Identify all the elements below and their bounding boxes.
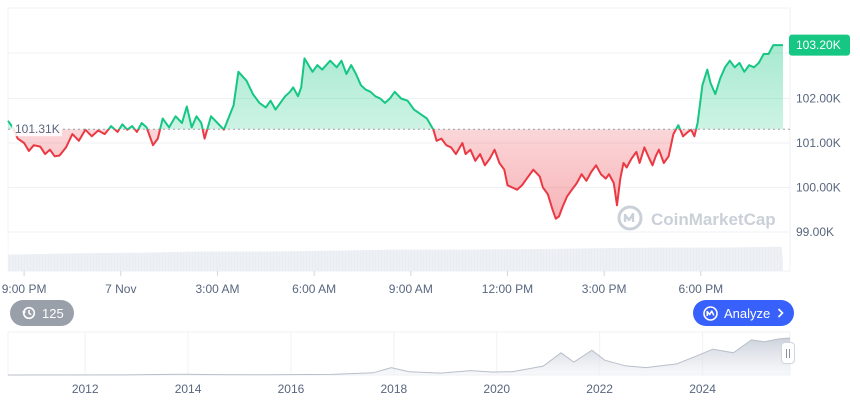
overview-year-label: 2012 [72, 382, 99, 396]
x-tick-label: 6:00 PM [678, 282, 723, 296]
y-tick-label: 102.00K [796, 92, 841, 106]
analyze-logo-icon [703, 305, 718, 321]
analyze-label: Analyze [724, 305, 771, 321]
current-price-tag: 103.20K [789, 34, 850, 56]
y-tick-label: 99.00K [796, 225, 834, 239]
alerts-count: 125 [42, 305, 64, 321]
overview-year-label: 2022 [586, 382, 613, 396]
chevron-right-icon [777, 308, 784, 318]
volume-bars [8, 246, 783, 271]
x-tick-label: 3:00 AM [195, 282, 239, 296]
volume-area [7, 233, 783, 271]
y-tick-label: 100.00K [796, 181, 841, 195]
overview-year-label: 2014 [175, 382, 202, 396]
x-tick-label: 9:00 AM [389, 282, 433, 296]
overview-year-label: 2016 [278, 382, 305, 396]
x-tick-label: 3:00 PM [582, 282, 627, 296]
x-axis: 9:00 PM 7 Nov 3:00 AM 6:00 AM 9:00 AM 12:00 P… [2, 271, 723, 296]
watermark-text: CoinMarketCap [651, 210, 776, 229]
price-line-down [12, 129, 698, 220]
overview-line [7, 337, 791, 376]
baseline-label: 101.31K [12, 120, 62, 137]
x-tick-label: 6:00 AM [292, 282, 336, 296]
x-tick-label: 9:00 PM [2, 282, 47, 296]
history-icon [22, 306, 36, 320]
overview-area [8, 338, 790, 375]
x-tick-label: 12:00 PM [482, 282, 533, 296]
overview-range-handle[interactable] [781, 342, 795, 364]
y-axis: 102.00K 101.00K 100.00K 99.00K [796, 92, 841, 240]
overview-year-label: 2018 [381, 382, 408, 396]
overview-year-label: 2024 [689, 382, 716, 396]
coinmarketcap-logo-icon [617, 205, 643, 231]
analyze-button[interactable]: Analyze [693, 300, 795, 326]
overview-year-label: 2020 [483, 382, 510, 396]
watermark: CoinMarketCap [617, 205, 776, 231]
y-tick-label: 101.00K [796, 136, 841, 150]
area-below-baseline [13, 129, 697, 219]
alerts-count-badge[interactable]: 125 [10, 300, 74, 326]
baseline-label-text: 101.31K [15, 122, 60, 136]
area-above-baseline [8, 45, 783, 130]
overview-navigator[interactable]: 2012 2014 2016 2018 2020 2022 2024 [7, 331, 791, 396]
price-line-up [7, 44, 783, 130]
x-tick-label: 7 Nov [105, 282, 136, 296]
current-price-label: 103.20K [796, 38, 841, 52]
